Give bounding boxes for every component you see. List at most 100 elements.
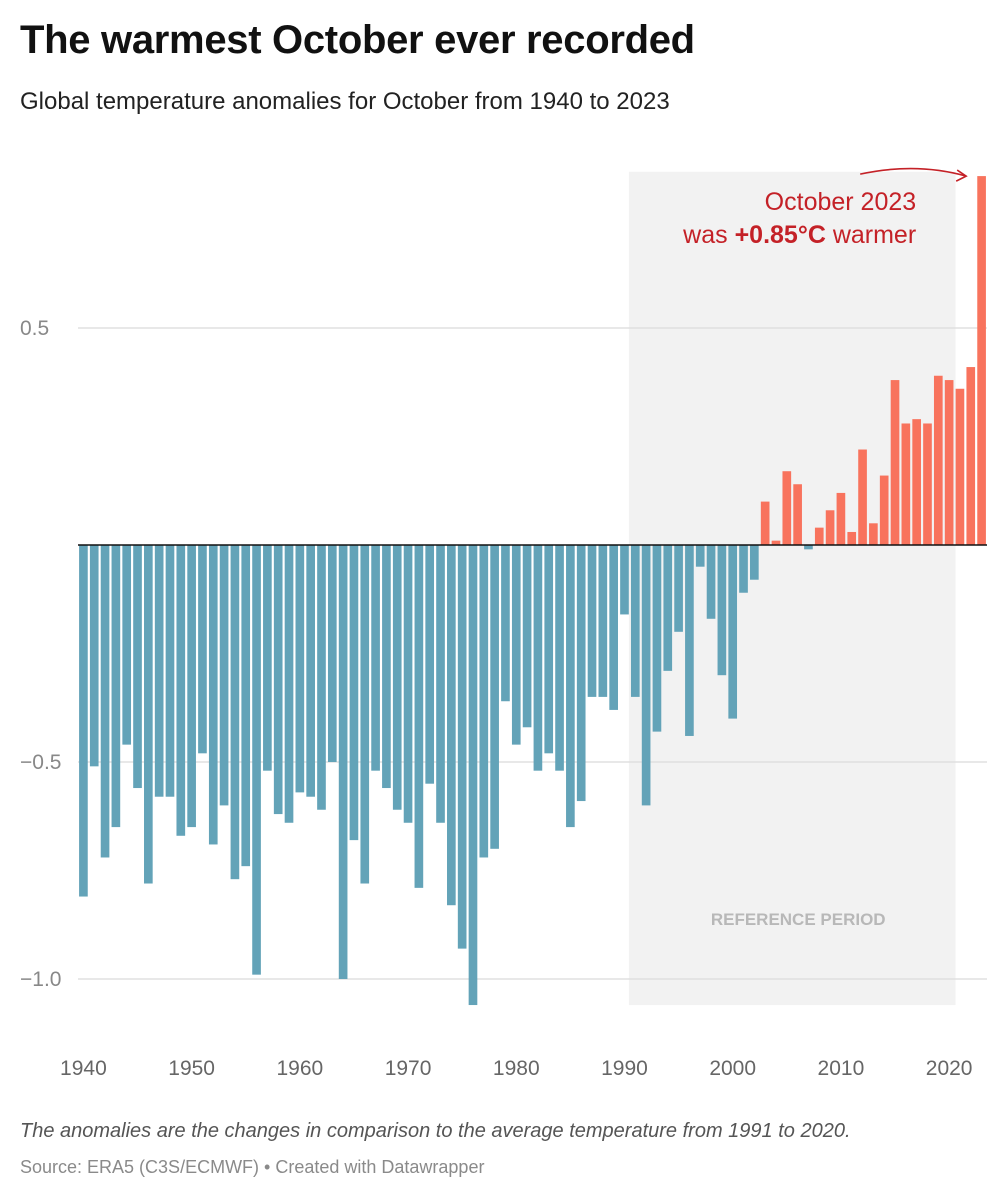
bar — [836, 492, 846, 545]
chart-note: The anomalies are the changes in compari… — [20, 1120, 851, 1142]
bar — [641, 545, 651, 806]
bar — [360, 545, 370, 884]
bar — [847, 531, 857, 545]
bar — [793, 484, 802, 545]
bar — [544, 545, 554, 754]
bar — [79, 545, 88, 897]
bar — [263, 545, 272, 771]
bar — [901, 423, 911, 545]
bar — [674, 545, 683, 632]
bar — [879, 475, 889, 545]
bar — [306, 545, 315, 797]
bar — [122, 545, 132, 745]
bar — [154, 545, 164, 797]
bar — [133, 545, 142, 789]
bar — [804, 545, 813, 550]
bar — [176, 545, 186, 836]
bar — [620, 545, 629, 615]
x-tick-label: 1980 — [493, 1057, 540, 1080]
bar — [447, 545, 456, 906]
bar — [663, 545, 673, 671]
bar — [944, 380, 954, 545]
bar — [144, 545, 153, 884]
bar — [923, 423, 932, 545]
bar — [479, 545, 489, 858]
annotation-line-2: was +0.85°C warmer — [682, 221, 916, 249]
bar — [912, 419, 921, 545]
bar — [425, 545, 435, 784]
bar — [295, 545, 305, 793]
bar — [706, 545, 716, 619]
bar — [858, 449, 867, 545]
bar — [392, 545, 402, 810]
bar — [695, 545, 705, 567]
bar — [252, 545, 261, 975]
bar — [771, 540, 781, 545]
x-tick-label: 1950 — [168, 1057, 215, 1080]
bar — [652, 545, 662, 732]
bar — [284, 545, 294, 823]
bar — [825, 510, 835, 545]
x-tick-label: 2010 — [818, 1057, 865, 1080]
bar — [382, 545, 391, 789]
bar — [869, 523, 878, 545]
y-tick-label: −1.0 — [20, 968, 61, 991]
bar — [165, 545, 175, 797]
bar — [338, 545, 348, 979]
bar — [566, 545, 575, 828]
bar — [111, 545, 121, 828]
bar — [760, 501, 770, 545]
bar — [219, 545, 229, 806]
chart-source: Source: ERA5 (C3S/ECMWF) • Created with … — [20, 1157, 485, 1177]
reference-period-label: REFERENCE PERIOD — [711, 910, 886, 929]
annotation-line-1: October 2023 — [765, 188, 917, 216]
bar — [241, 545, 251, 867]
bar — [555, 545, 564, 771]
bar — [933, 375, 943, 545]
bar — [327, 545, 337, 762]
bar — [198, 545, 207, 754]
bar — [576, 545, 586, 802]
bar — [955, 388, 965, 545]
bar — [685, 545, 694, 736]
bar-chart: REFERENCE PERIOD 0.5 −0.5 −1.0 1940 1950 196… — [20, 167, 987, 1080]
bar — [468, 545, 478, 1006]
bar — [511, 545, 521, 745]
bar — [977, 176, 986, 545]
bar — [717, 545, 727, 676]
bar — [349, 545, 359, 841]
bar — [100, 545, 110, 858]
bar — [273, 545, 283, 815]
chart-title: The warmest October ever recorded — [20, 18, 695, 62]
bar — [414, 545, 424, 888]
bar — [533, 545, 543, 771]
x-tick-label: 2020 — [926, 1057, 973, 1080]
x-tick-label: 1970 — [385, 1057, 432, 1080]
bar — [966, 367, 976, 545]
annotation-arrowhead — [955, 169, 968, 182]
reference-period-band — [628, 171, 956, 1006]
chart-subtitle: Global temperature anomalies for October… — [20, 88, 670, 115]
bar — [728, 545, 738, 719]
x-tick-label: 1960 — [276, 1057, 323, 1080]
bar — [403, 545, 413, 823]
bar — [89, 545, 99, 767]
bar — [739, 545, 748, 593]
bar — [230, 545, 240, 880]
bar — [782, 471, 792, 545]
bar — [208, 545, 218, 845]
bar — [457, 545, 467, 949]
annotation-prefix: was — [682, 221, 734, 249]
bar — [587, 545, 597, 697]
bar — [522, 545, 532, 728]
bar — [501, 545, 510, 702]
x-tick-label: 1940 — [60, 1057, 107, 1080]
bar — [814, 527, 824, 545]
annotation-value: +0.85°C — [735, 221, 826, 249]
bar — [317, 545, 326, 810]
y-tick-label: 0.5 — [20, 317, 49, 340]
bar — [609, 545, 618, 710]
y-tick-label: −0.5 — [20, 751, 61, 774]
bar — [598, 545, 608, 697]
x-tick-label: 1990 — [601, 1057, 648, 1080]
